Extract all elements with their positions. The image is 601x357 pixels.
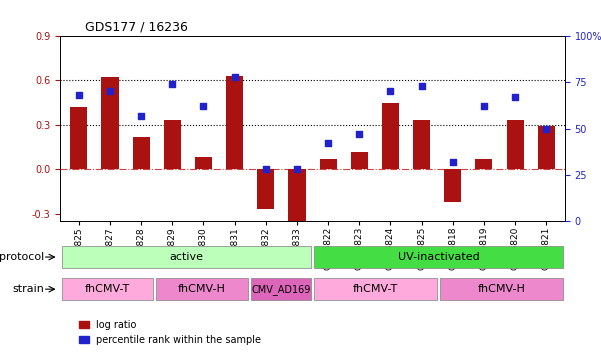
Text: fhCMV-H: fhCMV-H: [178, 284, 226, 294]
Text: active: active: [169, 252, 203, 262]
Bar: [538, 126, 555, 169]
FancyBboxPatch shape: [314, 278, 437, 301]
Point: [416, 83, 426, 89]
FancyBboxPatch shape: [156, 278, 248, 301]
Point: [542, 126, 551, 131]
FancyBboxPatch shape: [314, 246, 563, 268]
Bar: [475, 159, 492, 169]
Bar: [102, 77, 118, 169]
Bar: [257, 169, 274, 210]
FancyBboxPatch shape: [62, 246, 311, 268]
Text: UV-inactivated: UV-inactivated: [398, 252, 480, 262]
Point: [74, 92, 84, 98]
Bar: [70, 107, 87, 169]
Point: [448, 159, 457, 165]
Text: CMV_AD169: CMV_AD169: [251, 284, 311, 295]
Point: [510, 94, 520, 100]
Point: [136, 113, 146, 119]
Text: strain: strain: [13, 284, 44, 294]
Point: [168, 81, 177, 87]
Legend: log ratio, percentile rank within the sample: log ratio, percentile rank within the sa…: [75, 316, 265, 348]
Point: [199, 104, 209, 109]
Point: [261, 166, 270, 172]
Bar: [444, 169, 462, 202]
Point: [355, 131, 364, 137]
Bar: [226, 76, 243, 169]
Text: GDS177 / 16236: GDS177 / 16236: [85, 20, 188, 33]
Point: [386, 89, 395, 94]
Bar: [163, 120, 181, 169]
FancyBboxPatch shape: [251, 278, 311, 301]
Bar: [133, 137, 150, 169]
Point: [479, 104, 489, 109]
Bar: [195, 157, 212, 169]
Text: fhCMV-T: fhCMV-T: [85, 284, 130, 294]
Text: fhCMV-H: fhCMV-H: [478, 284, 526, 294]
Bar: [507, 120, 523, 169]
FancyBboxPatch shape: [62, 278, 153, 301]
Text: protocol: protocol: [0, 252, 44, 262]
Point: [292, 166, 302, 172]
Text: fhCMV-T: fhCMV-T: [353, 284, 398, 294]
Point: [105, 89, 115, 94]
Bar: [320, 159, 337, 169]
FancyBboxPatch shape: [441, 278, 563, 301]
Point: [323, 141, 333, 146]
Point: [230, 74, 239, 79]
Bar: [382, 102, 399, 169]
Bar: [351, 151, 368, 169]
Bar: [413, 120, 430, 169]
Bar: [288, 169, 305, 221]
